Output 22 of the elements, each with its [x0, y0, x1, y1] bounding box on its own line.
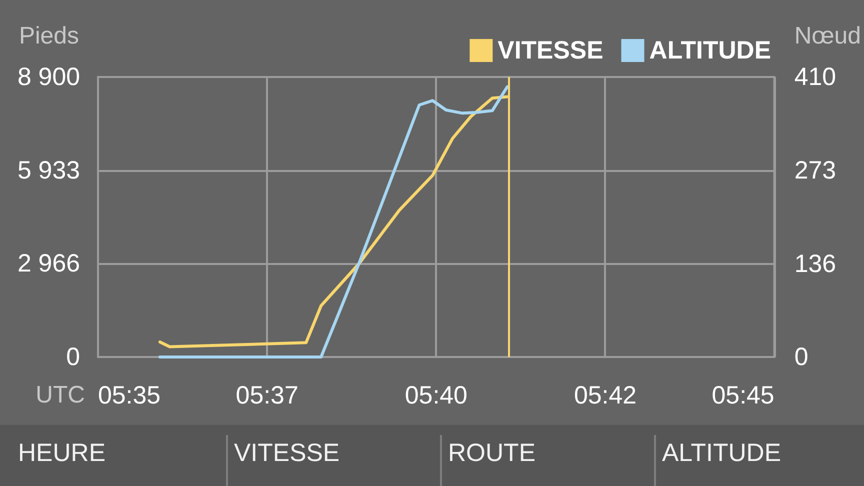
- x-tick-label: 05:35: [98, 382, 161, 410]
- y2-tick-label: 273: [794, 156, 836, 185]
- y2-tick-label: 0: [794, 343, 808, 371]
- x-tick-label: 05:40: [404, 382, 468, 410]
- y-tick-label: 0: [66, 343, 80, 371]
- x-axis-title: UTC: [36, 382, 85, 408]
- legend-label: ALTITUDE: [649, 36, 772, 64]
- y-tick-label: 8 900: [17, 63, 80, 91]
- x-tick-label: 05:45: [712, 382, 774, 410]
- text: ROUTE: [440, 435, 536, 486]
- y2-tick-label: 136: [794, 250, 836, 278]
- y2-tick-label: 410: [794, 63, 836, 91]
- y-axis-title: Pieds: [18, 22, 79, 50]
- x-tick-label: 05:37: [236, 382, 298, 410]
- text: ALTITUDE: [654, 435, 781, 486]
- y-tick-label: 2 966: [17, 250, 80, 278]
- text: VITESSE: [226, 435, 340, 486]
- text: HEURE: [17, 438, 106, 469]
- legend-label: VITESSE: [498, 36, 604, 64]
- y2-axis-title: Nœud: [794, 22, 862, 50]
- x-tick-label: 05:42: [574, 382, 637, 410]
- y-tick-label: 5 933: [17, 156, 80, 184]
